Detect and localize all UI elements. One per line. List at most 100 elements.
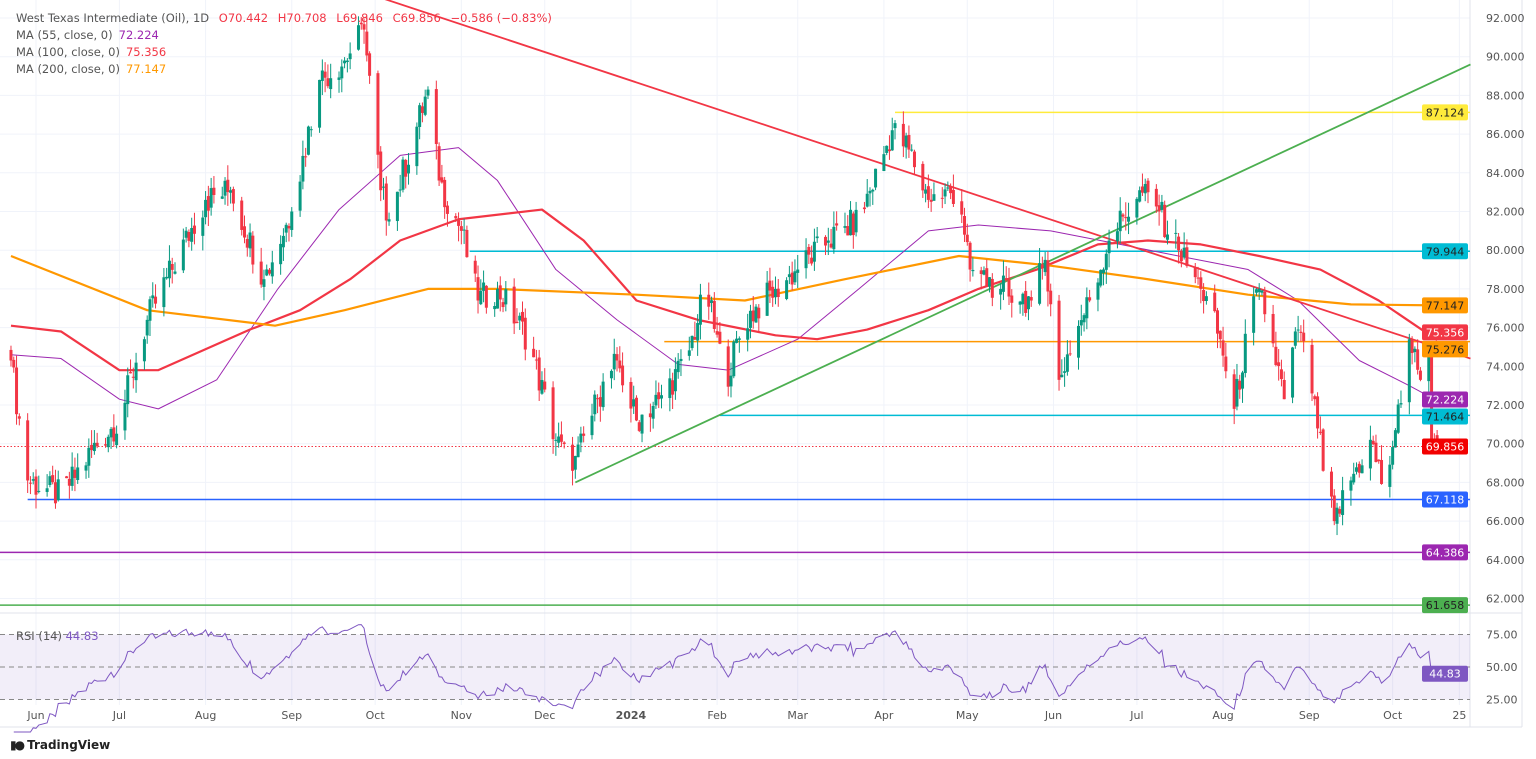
candle — [1138, 186, 1142, 203]
candle — [112, 414, 116, 447]
candle — [1296, 315, 1300, 342]
candle — [960, 189, 964, 224]
candle-body — [573, 455, 577, 470]
time-tick-label: Sep — [1299, 709, 1320, 722]
candle-body — [51, 475, 55, 483]
candle-body — [912, 151, 916, 168]
candle — [226, 165, 230, 206]
price-tag: 44.83 — [1422, 665, 1468, 682]
candle-body — [65, 476, 69, 479]
candle-body — [518, 315, 522, 321]
candle — [1371, 435, 1375, 446]
candle-body — [1213, 292, 1217, 312]
candle — [1407, 333, 1411, 415]
candle-body — [540, 379, 544, 394]
candle-body — [9, 349, 13, 361]
candle — [843, 212, 847, 234]
candle-body — [871, 189, 875, 192]
candle — [796, 254, 800, 289]
candle-body — [1038, 263, 1042, 304]
candle — [201, 210, 205, 251]
candle — [710, 296, 714, 313]
candle — [368, 51, 372, 84]
candle-body — [1407, 339, 1411, 403]
symbol-title[interactable]: West Texas Intermediate (Oil), 1D — [16, 11, 210, 25]
candle-body — [28, 482, 32, 484]
candle-body — [1380, 460, 1384, 484]
time-axis[interactable]: Jun Jul Aug Sep Oct Nov Dec 2024 Feb Mar Apr May Jun… — [26, 709, 1466, 722]
candle — [173, 262, 177, 275]
candle — [92, 430, 96, 455]
price-tick-label: 88.000 — [1486, 89, 1525, 102]
candle-body — [598, 397, 602, 407]
candle-body — [1352, 473, 1356, 483]
candle — [768, 267, 772, 304]
candle-body — [1182, 247, 1186, 258]
price-tag-label: 64.386 — [1426, 546, 1465, 559]
candle-body — [829, 243, 833, 248]
candle — [440, 164, 444, 184]
price-tick-label: 62.000 — [1486, 593, 1525, 606]
tradingview-logo[interactable]: ▮● TradingView — [10, 738, 110, 752]
candle — [1302, 319, 1306, 353]
candle — [712, 292, 716, 333]
candle-body — [134, 362, 138, 381]
candle — [887, 135, 891, 160]
time-tick-label: Nov — [451, 709, 473, 722]
candle — [1140, 173, 1144, 196]
price-axis[interactable]: 92.000 90.000 88.000 86.000 84.000 82.000 80.0… — [1486, 12, 1525, 707]
candle-body — [885, 145, 889, 153]
time-tick-label: Mar — [787, 709, 808, 722]
candle-body — [1010, 295, 1014, 303]
candle — [240, 196, 244, 236]
price-tag: 72.224 — [1422, 391, 1468, 408]
candle — [320, 59, 324, 96]
candle — [1199, 271, 1203, 304]
candle — [596, 394, 600, 414]
candle — [943, 183, 947, 205]
candle-body — [1104, 253, 1108, 270]
candle — [457, 212, 461, 242]
ma200-row[interactable]: MA (200, close, 0) 77.147 — [16, 61, 558, 78]
candle-body — [1040, 264, 1044, 269]
candle-body — [690, 335, 694, 349]
ma100-row[interactable]: MA (100, close, 0) 75.356 — [16, 44, 558, 61]
candle — [612, 338, 616, 381]
candle — [726, 339, 730, 397]
candle-body — [142, 339, 146, 362]
candle-body — [726, 346, 730, 387]
candle-body — [804, 250, 808, 269]
price-tag: 79.944 — [1422, 243, 1468, 260]
candle-body — [1391, 447, 1395, 465]
candle — [746, 313, 750, 352]
candle-body — [815, 236, 819, 239]
candle — [145, 315, 149, 344]
candle-body — [401, 159, 405, 190]
candle-body — [1068, 353, 1072, 355]
candle — [1213, 284, 1217, 313]
candle-body — [362, 24, 366, 30]
candle-body — [259, 261, 263, 285]
rsi-legend[interactable]: RSI (14) 44.83 — [16, 629, 99, 643]
candle-body — [559, 434, 563, 442]
price-tick-label: 64.000 — [1486, 554, 1525, 567]
candle — [551, 381, 555, 454]
candle-body — [343, 60, 347, 64]
ma55-row[interactable]: MA (55, close, 0) 72.224 — [16, 27, 558, 44]
candle-body — [70, 466, 74, 486]
candle-body — [865, 193, 869, 207]
candle — [362, 18, 366, 44]
candle-body — [473, 260, 477, 274]
candle — [868, 187, 872, 207]
candle — [571, 436, 575, 486]
candle — [301, 140, 305, 190]
candle — [165, 267, 169, 280]
candle-body — [1026, 296, 1030, 310]
candle — [690, 335, 694, 351]
candle — [812, 228, 816, 271]
candle-body — [223, 180, 227, 196]
candle-body — [1127, 216, 1131, 222]
candle — [657, 382, 661, 409]
candle-body — [204, 199, 208, 218]
